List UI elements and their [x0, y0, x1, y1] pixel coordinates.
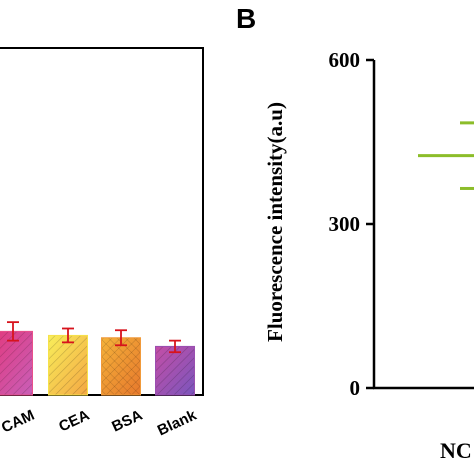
x-tick-label: BSA	[109, 407, 145, 436]
panel-a-error-bars	[7, 321, 181, 354]
panel-b-x-tick-label: NC	[440, 438, 472, 463]
x-tick-label: CAM	[0, 407, 37, 437]
panel-a: CAM CEA BSA Blank	[0, 47, 204, 439]
error-bar-blank	[169, 339, 181, 354]
panel-b-y-axis-label: Fluorescence intensity(a.u)	[263, 102, 287, 342]
y-tick-label: 0	[350, 376, 361, 400]
error-bar-bsa	[115, 329, 127, 347]
error-bar-epcam	[7, 321, 19, 342]
bar-pattern-cea	[48, 334, 88, 396]
error-bar-cea	[62, 327, 74, 344]
bar-pattern-bsa	[101, 337, 141, 396]
panel-a-plot-frame	[0, 47, 204, 396]
panel-b-marks	[418, 121, 474, 190]
panel-a-x-tick-labels: CAM CEA BSA Blank	[0, 406, 200, 439]
panel-b-letter: B	[236, 3, 256, 34]
panel-a-bars	[0, 330, 195, 396]
bar-pattern-epcam	[0, 330, 33, 396]
y-tick-label: 300	[329, 212, 361, 236]
bar-pattern-blank	[155, 345, 195, 396]
y-tick-label: 600	[329, 48, 361, 72]
panel-b-y-ticks: 0 300 600	[329, 48, 374, 400]
x-tick-label: CEA	[56, 407, 92, 436]
x-tick-label: Blank	[155, 406, 200, 439]
panel-b: B Fluorescence intensity(a.u) 0 300 600 NC	[236, 3, 474, 463]
